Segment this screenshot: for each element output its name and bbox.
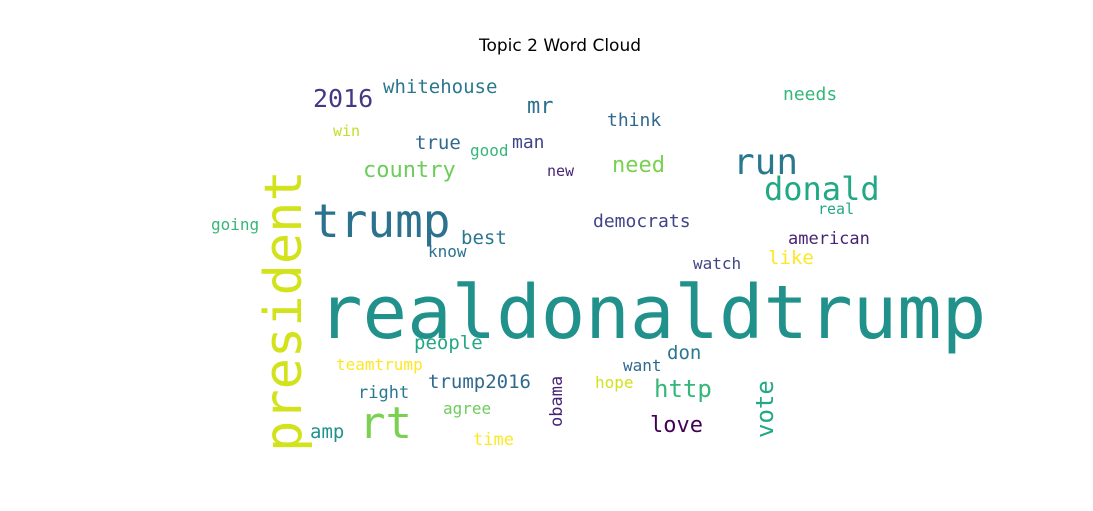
word-needs: needs: [783, 84, 838, 105]
word-best: best: [461, 227, 507, 249]
word-need: need: [612, 153, 665, 178]
word-like: like: [768, 247, 814, 269]
word-people: people: [414, 332, 483, 354]
word-think: think: [607, 110, 662, 131]
word-right: right: [358, 383, 410, 403]
word-president: president: [254, 170, 314, 452]
word-love: love: [650, 413, 703, 438]
word-amp: amp: [310, 421, 345, 443]
word-new: new: [547, 162, 575, 180]
word-country: country: [363, 158, 456, 183]
word-2016: 2016: [313, 84, 374, 113]
word-going: going: [211, 215, 260, 234]
word-want: want: [623, 356, 662, 375]
word-true: true: [415, 132, 461, 154]
word-rt: rt: [359, 398, 412, 449]
word-democrats: democrats: [593, 211, 691, 232]
word-run: run: [733, 142, 799, 183]
word-time: time: [473, 430, 514, 450]
word-http: http: [654, 375, 712, 403]
word-obama: obama: [547, 375, 567, 427]
word-don: don: [667, 342, 702, 364]
word-know: know: [428, 242, 467, 261]
word-vote: vote: [751, 380, 779, 438]
word-mr: mr: [527, 94, 554, 119]
chart-title: Topic 2 Word Cloud: [478, 36, 642, 56]
word-donald: donald: [764, 170, 880, 208]
word-win: win: [333, 122, 361, 140]
word-teamtrump: teamtrump: [336, 355, 423, 374]
word-good: good: [470, 141, 509, 160]
word-trump: trump: [312, 194, 451, 248]
word-american: american: [788, 229, 870, 249]
word-trump2016: trump2016: [428, 371, 531, 393]
word-agree: agree: [443, 399, 492, 418]
word-whitehouse: whitehouse: [383, 76, 498, 98]
word-real: real: [818, 200, 855, 218]
word-hope: hope: [595, 373, 634, 392]
word-watch: watch: [693, 254, 742, 273]
word-realdonaldtrump: realdonaldtrump: [318, 270, 987, 356]
word-man: man: [512, 132, 545, 153]
